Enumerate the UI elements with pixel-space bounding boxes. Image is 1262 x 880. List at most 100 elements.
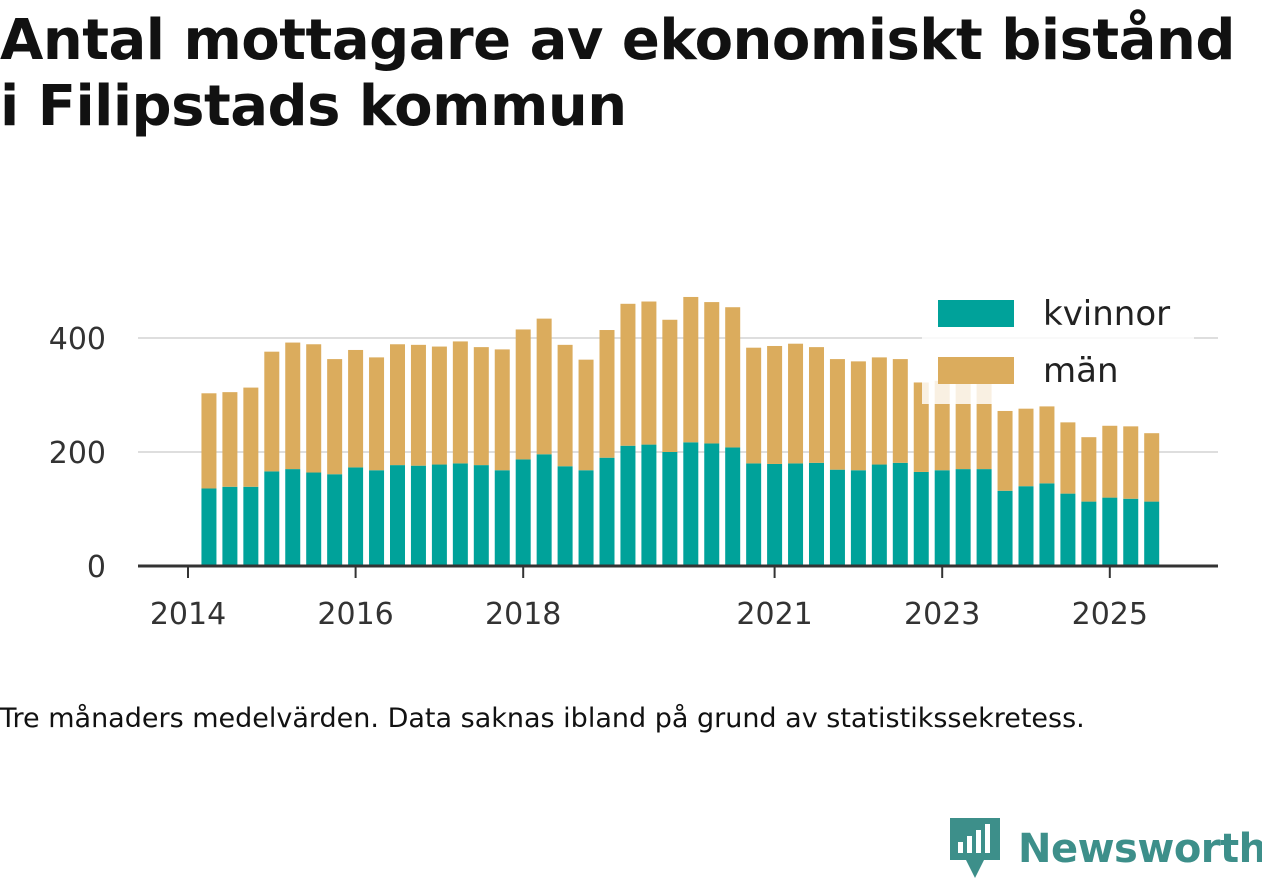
- bar-kvinnor: [410, 465, 426, 566]
- y-tick-label: 200: [49, 436, 106, 471]
- bar-man: [599, 330, 615, 458]
- bar-kvinnor: [955, 469, 971, 566]
- newsworthy-logo-icon: [950, 818, 1000, 878]
- bar-kvinnor: [976, 469, 992, 566]
- bar-kvinnor: [704, 443, 720, 566]
- bar-man: [725, 307, 741, 448]
- legend-label: kvinnor: [1043, 294, 1170, 334]
- bar-man: [641, 301, 657, 445]
- bar-kvinnor: [913, 471, 929, 566]
- bar-kvinnor: [1081, 501, 1097, 566]
- legend-swatch: [938, 357, 1014, 384]
- bar-man: [348, 349, 364, 468]
- bar-man: [243, 387, 259, 487]
- bar-man: [997, 410, 1013, 491]
- bar-kvinnor: [578, 470, 594, 566]
- bar-kvinnor: [452, 463, 468, 566]
- bar-man: [536, 318, 552, 455]
- bar-man: [557, 344, 573, 467]
- bar-kvinnor: [662, 452, 678, 566]
- bar-kvinnor: [201, 488, 217, 566]
- bar-kvinnor: [473, 465, 489, 566]
- bar-kvinnor: [369, 470, 385, 566]
- legend: kvinnor män: [922, 286, 1194, 404]
- bar-man: [327, 359, 343, 475]
- bar-man: [683, 296, 699, 443]
- bar-kvinnor: [1060, 493, 1076, 566]
- x-tick-label: 2021: [736, 597, 812, 632]
- bar-kvinnor: [871, 464, 887, 566]
- bar-kvinnor: [515, 459, 531, 566]
- bar-man: [264, 351, 280, 472]
- bar-man: [1039, 406, 1055, 484]
- bar-man: [410, 344, 426, 466]
- footnote: Tre månaders medelvärden. Data saknas ib…: [0, 703, 1085, 734]
- bar-man: [746, 347, 762, 464]
- bar-kvinnor: [327, 474, 343, 566]
- brand-name: Newsworthy: [1018, 826, 1262, 872]
- bar-kvinnor: [809, 462, 824, 566]
- chart-title: Antal mottagare av ekonomiskt bistånd i …: [0, 8, 1262, 140]
- bar-man: [369, 357, 385, 471]
- bar-man: [306, 344, 322, 473]
- bar-kvinnor: [222, 486, 238, 566]
- bar-kvinnor: [390, 465, 405, 566]
- bars: [201, 296, 1160, 566]
- bar-kvinnor: [725, 447, 741, 566]
- bar-kvinnor: [348, 467, 364, 566]
- x-tick-label: 2023: [904, 597, 980, 632]
- stacked-bar-chart: 0 200 400 2014 2016 2018 2021 2023 2025 kvinnor m…: [48, 286, 1218, 632]
- bar-kvinnor: [788, 463, 804, 566]
- x-tick-label: 2018: [485, 597, 561, 632]
- bar-kvinnor: [285, 469, 301, 566]
- x-tick-label: 2016: [317, 597, 393, 632]
- bar-man: [494, 349, 510, 471]
- bar-kvinnor: [934, 470, 950, 566]
- bar-man: [390, 344, 405, 466]
- bar-kvinnor: [683, 442, 699, 566]
- bar-kvinnor: [1039, 483, 1055, 566]
- bar-man: [620, 303, 636, 446]
- bar-kvinnor: [850, 470, 866, 566]
- bar-man: [285, 342, 301, 470]
- bar-kvinnor: [620, 445, 636, 566]
- bar-kvinnor: [1102, 497, 1118, 566]
- chart-title-line-2: i Filipstads kommun: [0, 74, 627, 139]
- newsworthy-brand: Newsworthy: [950, 818, 1262, 880]
- bar-man: [452, 341, 468, 464]
- bar-kvinnor: [641, 444, 657, 566]
- bar-kvinnor: [829, 469, 845, 566]
- bar-man: [892, 359, 908, 463]
- bar-kvinnor: [494, 470, 510, 566]
- bar-man: [809, 347, 824, 463]
- y-tick-label: 0: [87, 550, 106, 585]
- bar-man: [850, 361, 866, 471]
- bar-kvinnor: [306, 472, 322, 566]
- bar-man: [473, 347, 489, 466]
- axes: 0 200 400 2014 2016 2018 2021 2023 2025: [49, 322, 1218, 632]
- bar-kvinnor: [536, 454, 552, 566]
- chart-title-line-1: Antal mottagare av ekonomiskt bistånd: [0, 8, 1235, 73]
- bar-kvinnor: [746, 463, 762, 566]
- bar-kvinnor: [1144, 501, 1160, 566]
- bar-man: [767, 345, 783, 464]
- y-tick-label: 400: [49, 322, 106, 357]
- bar-man: [829, 359, 845, 470]
- legend-label: män: [1043, 351, 1119, 391]
- bar-man: [871, 357, 887, 465]
- bar-man: [578, 359, 594, 471]
- bar-kvinnor: [431, 464, 447, 566]
- bar-kvinnor: [557, 466, 573, 566]
- bar-man: [788, 343, 804, 464]
- bar-man: [431, 346, 447, 465]
- bar-man: [1102, 425, 1118, 498]
- bar-man: [1144, 433, 1160, 502]
- bar-man: [1123, 426, 1139, 499]
- bar-kvinnor: [599, 457, 615, 566]
- x-tick-label: 2014: [150, 597, 226, 632]
- bar-kvinnor: [767, 463, 783, 566]
- bar-kvinnor: [1123, 498, 1139, 566]
- bar-man: [515, 329, 531, 460]
- bar-man: [662, 319, 678, 452]
- bar-man: [704, 302, 720, 444]
